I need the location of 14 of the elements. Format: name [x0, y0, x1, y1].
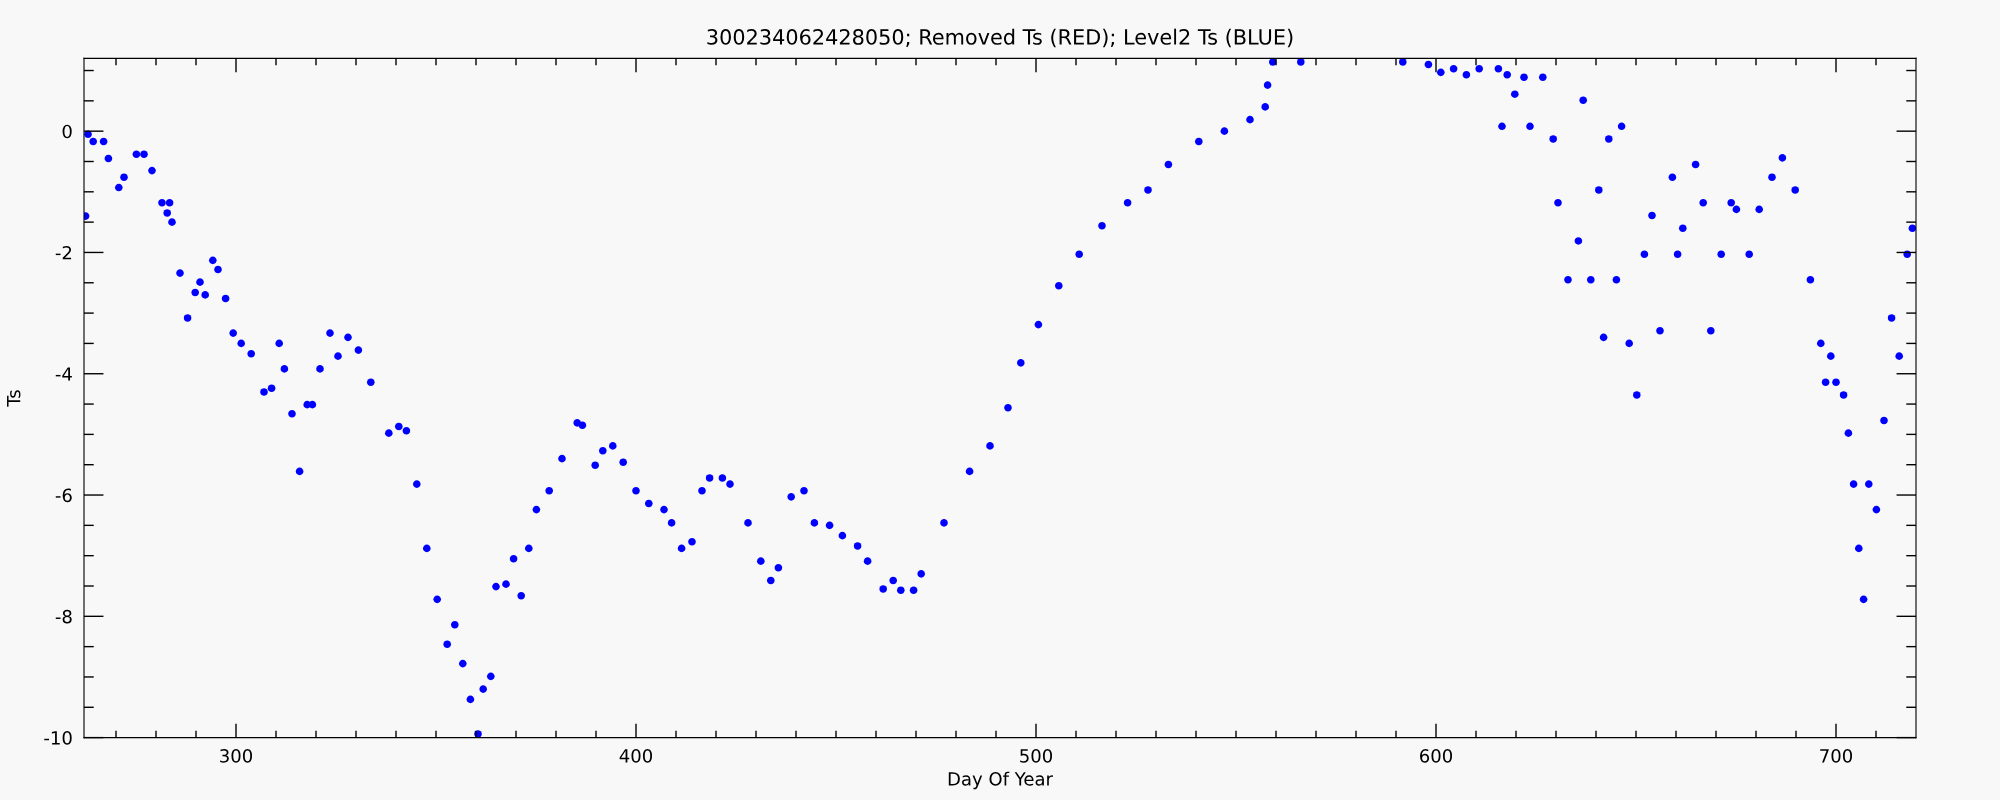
y-tick-label: 0	[62, 124, 72, 139]
y-tick-label: -4	[55, 367, 72, 381]
chart-title: 300234062428050; Removed Ts (RED); Level2 Ts (BLUE)	[707, 28, 1293, 48]
x-tick-label: 400	[619, 749, 653, 763]
y-tick-label: -10	[44, 731, 72, 745]
x-tick-label: 500	[1020, 749, 1053, 763]
y-tick-label: -2	[55, 245, 72, 260]
y-axis-title: Ts	[7, 390, 21, 407]
y-tick-label: -8	[55, 609, 72, 624]
y-tick-label: -6	[55, 488, 72, 503]
x-tick-label: 300	[220, 749, 253, 763]
x-tick-label: 600	[1420, 749, 1453, 763]
x-tick-label: 700	[1820, 749, 1853, 763]
x-axis-title: Day Of Year	[948, 771, 1053, 790]
